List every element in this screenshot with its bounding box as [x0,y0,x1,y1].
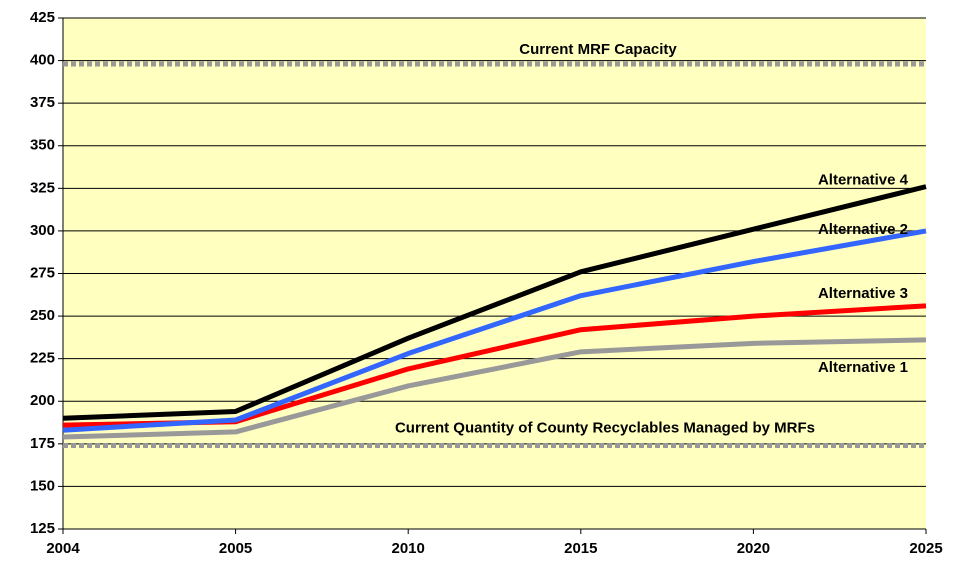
y-tick-label: 200 [30,392,55,409]
x-tick-label: 2005 [219,540,252,557]
y-tick-label: 350 [30,137,55,154]
series-label: Alternative 3 [818,285,908,302]
y-tick-label: 225 [30,350,55,367]
y-tick-label: 250 [30,307,55,324]
y-tick-label: 275 [30,264,55,281]
x-tick-label: 2025 [909,540,942,557]
reference-label: Current Quantity of County Recyclables M… [395,420,815,437]
y-tick-label: 375 [30,94,55,111]
series-label: Alternative 4 [818,172,909,189]
y-tick-label: 425 [30,9,55,26]
series-label: Alternative 1 [818,359,908,376]
y-tick-label: 325 [30,179,55,196]
series-line [62,228,927,433]
x-tick-label: 2010 [392,540,425,557]
y-tick-label: 300 [30,222,55,239]
y-tick-label: 125 [30,520,55,537]
series-line [62,337,927,440]
reference-label: Current MRF Capacity [519,41,677,58]
series-line [62,184,927,421]
series-label: Alternative 2 [818,221,908,238]
x-tick-label: 2004 [46,540,80,557]
y-tick-label: 150 [30,477,55,494]
x-tick-label: 2015 [564,540,597,557]
y-tick-label: 400 [30,52,55,69]
y-tick-label: 175 [30,435,55,452]
x-tick-label: 2020 [737,540,770,557]
